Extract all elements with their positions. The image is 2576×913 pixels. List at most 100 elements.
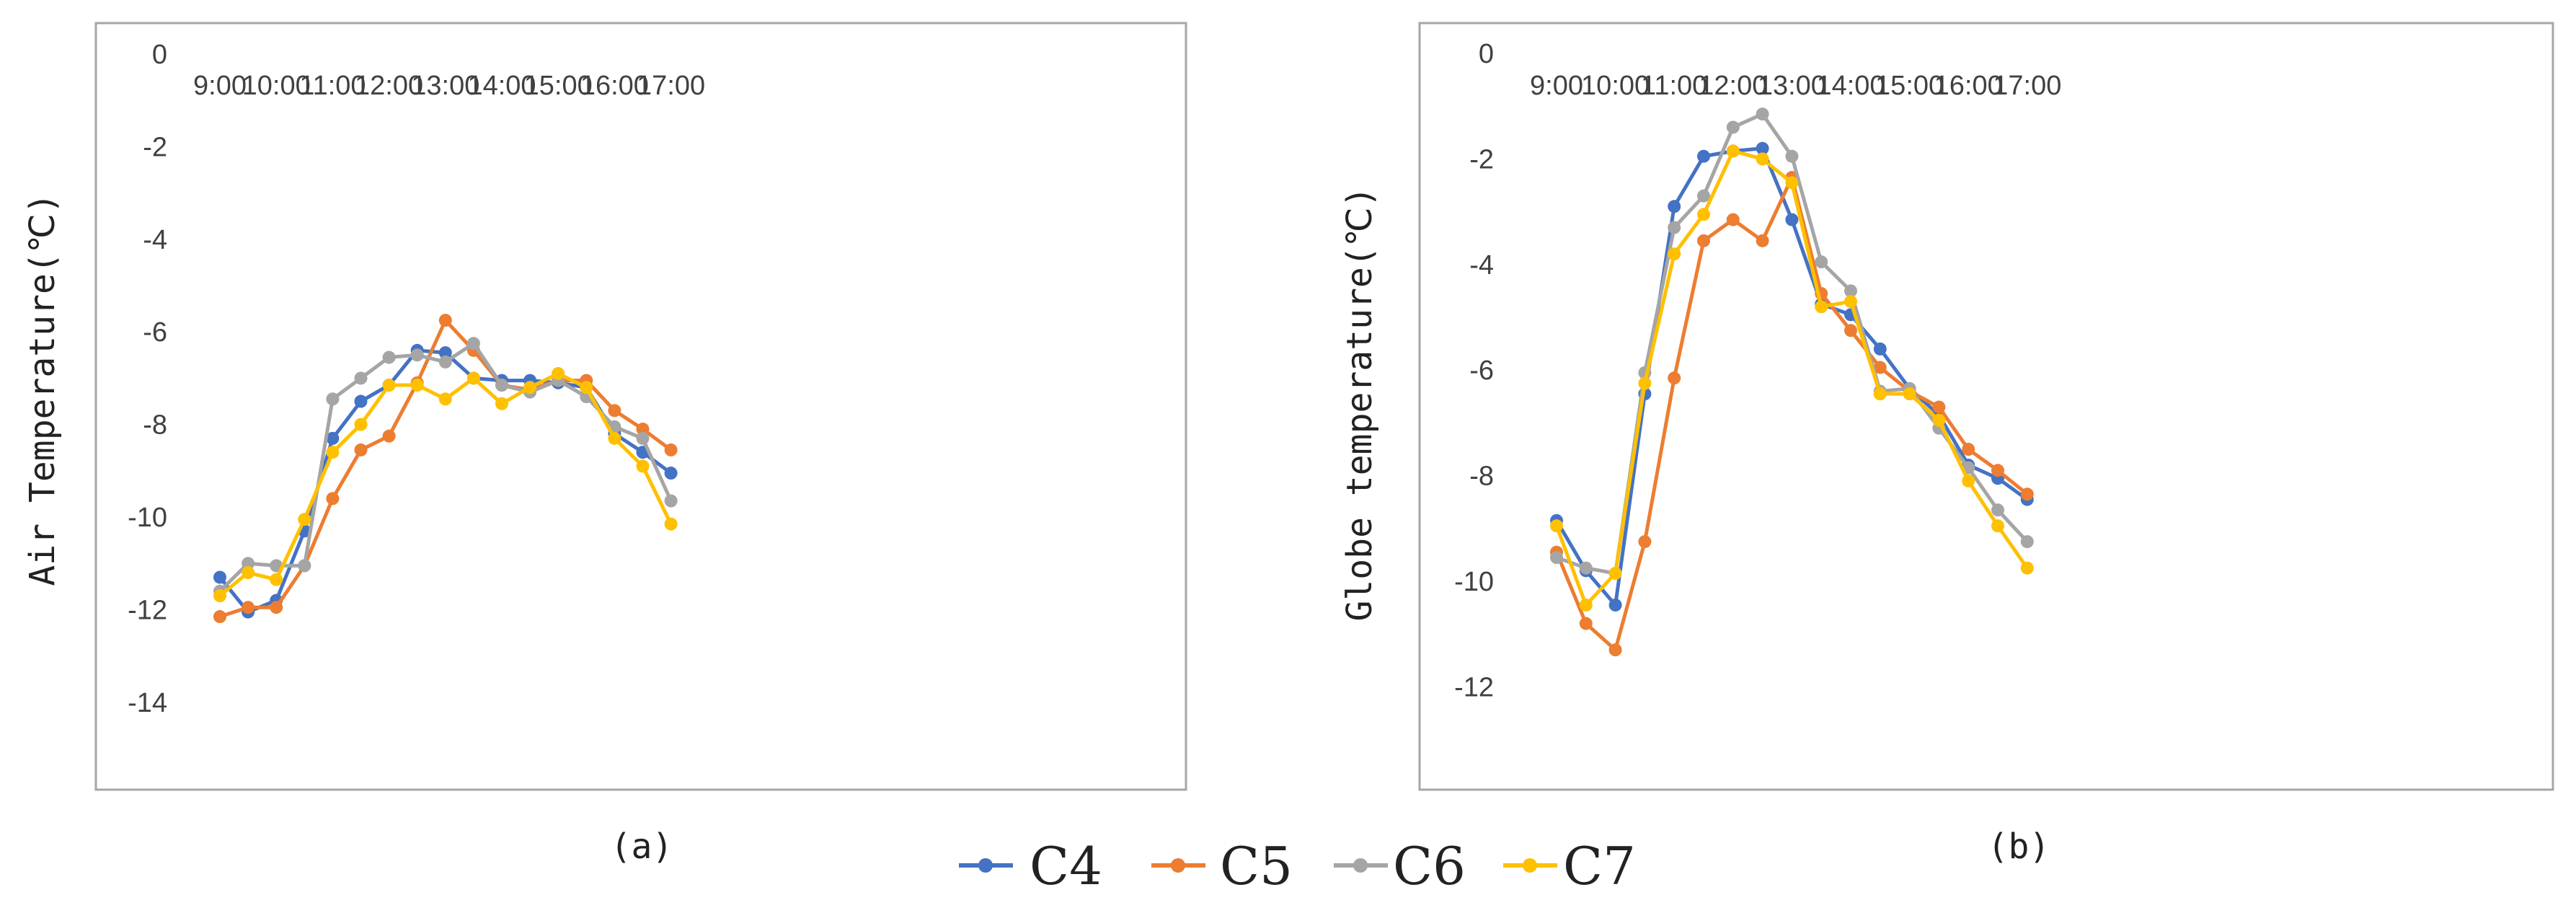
data-point-c5 [2020,488,2034,501]
data-point-c7 [1844,295,1857,309]
data-point-c7 [1756,152,1769,166]
legend-item-c7: C7 [1503,836,1636,896]
data-point-c7 [1785,176,1799,190]
legend-label-c4: C4 [1030,836,1102,896]
data-point-c4 [213,570,226,584]
data-point-c5 [382,429,396,443]
data-point-c7 [213,589,226,603]
data-point-c6 [1815,255,1828,269]
data-point-c5 [1697,234,1710,247]
data-point-c5 [636,423,650,436]
data-point-c5 [438,314,452,327]
y-tick-label: -10 [1454,567,1494,597]
data-point-c7 [1579,598,1593,612]
data-point-c4 [1756,141,1769,155]
y-tick-label: -2 [1469,144,1494,175]
data-point-c7 [608,431,621,445]
data-point-c4 [1608,598,1622,612]
legend-label-c5: C5 [1220,836,1293,896]
data-point-c6 [495,379,508,392]
chart-frame-b [1418,22,2554,791]
data-point-c5 [270,601,283,614]
data-point-c4 [664,467,678,480]
data-point-c7 [495,397,508,410]
data-point-c7 [354,418,368,431]
y-tick-label: -8 [143,410,167,441]
data-point-c5 [1608,643,1622,657]
data-point-c5 [608,404,621,418]
x-tick-label: 17:00 [1993,71,2061,101]
data-point-c7 [1608,567,1622,581]
y-tick-label: 0 [1479,39,1494,69]
legend-item-c4: C4 [959,836,1102,896]
data-point-c5 [213,610,226,624]
data-point-c7 [466,371,480,385]
data-point-c4 [1697,149,1710,163]
data-point-c7 [1991,519,2004,533]
x-tick-label: 16:00 [1934,71,2003,101]
series-layer-b [1550,107,2034,657]
caption-b: (b) [1988,826,2050,867]
x-tick-label: 11:00 [299,71,366,101]
panel-a: Air Temperature(℃) 0 -2 -4 -6 -8 -10 -12 -14 9:… [22,22,1187,867]
data-point-c6 [1844,284,1857,298]
legend-marker-c6 [1353,858,1368,873]
y-tick-label: -4 [1469,250,1494,281]
data-point-c6 [1726,120,1740,134]
data-point-c5 [1991,464,2004,477]
legend-marker-c5 [1171,858,1185,873]
data-point-c7 [1638,376,1652,390]
data-point-c5 [1873,361,1887,374]
data-point-c6 [354,371,368,385]
data-point-c6 [438,355,452,369]
data-point-c4 [354,394,368,408]
legend-item-c5: C5 [1151,836,1293,896]
data-point-c6 [2020,535,2034,549]
x-tick-label: 16:00 [580,71,649,101]
data-point-c5 [1844,324,1857,338]
data-point-c7 [270,573,283,586]
series-layer-a [213,314,678,624]
data-point-c5 [664,443,678,456]
data-point-c6 [1697,189,1710,203]
data-point-c7 [2020,561,2034,575]
data-point-c6 [1668,221,1681,234]
x-tick-label: 10:00 [1581,71,1650,101]
data-point-c7 [1815,300,1828,314]
x-tick-label: 13:00 [1758,71,1826,101]
x-tick-label: 14:00 [467,71,536,101]
data-point-c5 [1668,371,1681,385]
data-point-c7 [1873,387,1887,401]
data-point-c6 [242,557,255,570]
data-point-c6 [382,350,396,364]
y-tick-label: -2 [143,132,167,162]
y-tick-label: 0 [152,40,167,70]
y-tick-label: -10 [128,503,167,533]
y-tick-label: -4 [143,225,167,255]
x-tick-label: 10:00 [242,71,311,101]
data-point-c5 [1638,535,1652,549]
data-point-c5 [1726,213,1740,226]
data-point-c6 [1785,149,1799,163]
data-point-c7 [664,517,678,531]
y-tick-label: -12 [1454,672,1494,702]
data-point-c4 [326,431,340,445]
x-tick-label: 12:00 [1699,71,1767,101]
data-point-c5 [1932,400,1946,414]
data-point-c6 [1756,107,1769,121]
data-point-c7 [1903,387,1916,401]
x-tick-label: 12:00 [355,71,423,101]
data-point-c7 [242,566,255,580]
y-axis-title-b: Globe temperature(℃) [1340,187,1380,622]
x-tick-label: 9:00 [1530,71,1583,101]
data-point-c5 [326,492,340,506]
data-point-c7 [1726,144,1740,158]
x-tick-label: 14:00 [1816,71,1885,101]
data-point-c6 [298,559,311,573]
x-tick-label: 15:00 [1875,71,1944,101]
caption-a: (a) [611,826,673,867]
data-point-c7 [580,381,593,394]
data-point-c5 [1756,234,1769,247]
panel-b: Globe temperature(℃) 0 -2 -4 -6 -8 -10 -12 9:0… [1340,22,2554,867]
x-tick-labels-a: 9:0010:0011:0012:0013:0014:0015:0016:001… [193,71,705,101]
